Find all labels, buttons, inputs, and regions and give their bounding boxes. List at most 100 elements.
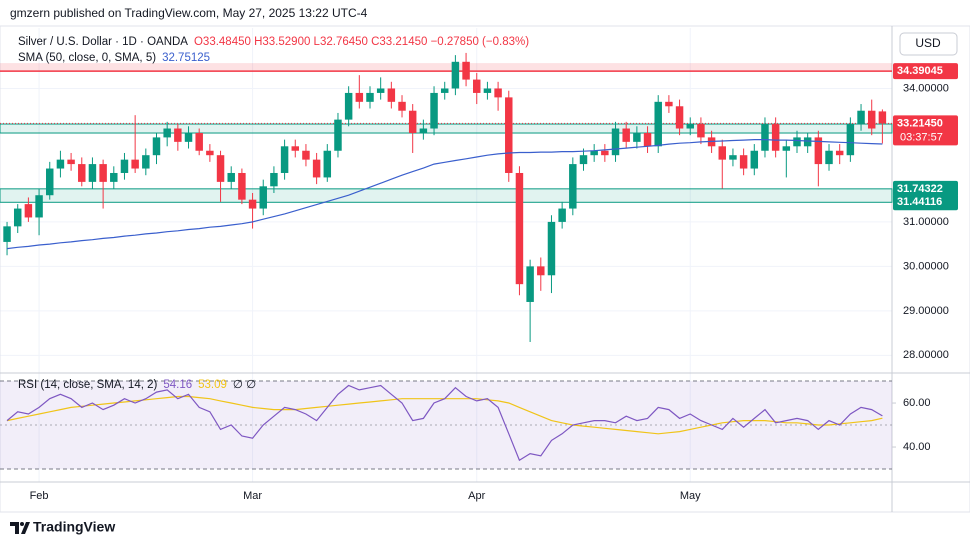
candle-body bbox=[825, 150, 833, 165]
candle-body bbox=[163, 128, 171, 138]
candle-body bbox=[174, 128, 182, 142]
y-tick-label: 31.00000 bbox=[903, 216, 949, 228]
candle-body bbox=[537, 266, 545, 276]
candle-body bbox=[355, 92, 364, 102]
candle-body bbox=[814, 137, 823, 165]
candle-body bbox=[761, 124, 769, 151]
rsi-legend-extra: ∅ ∅ bbox=[233, 379, 256, 391]
candle-body bbox=[483, 88, 492, 93]
support-zone bbox=[0, 123, 893, 134]
candle-body bbox=[569, 164, 577, 209]
y-tick-label: 34.00000 bbox=[903, 82, 949, 94]
candle-body bbox=[46, 168, 54, 196]
legend: Silver / U.S. Dollar · 1D · OANDA O33.484… bbox=[18, 36, 529, 391]
sma-line bbox=[6, 139, 883, 250]
candle-body bbox=[67, 159, 75, 165]
rsi-line bbox=[6, 384, 883, 462]
y-tick-label: 30.00000 bbox=[903, 260, 949, 272]
candle-body bbox=[451, 61, 460, 89]
support-zone bbox=[0, 188, 893, 203]
candle-body bbox=[152, 137, 161, 156]
y-tick-label: 28.00000 bbox=[903, 349, 949, 361]
candle-body bbox=[430, 92, 438, 129]
candle-body bbox=[120, 159, 129, 173]
candle-body bbox=[771, 124, 780, 151]
resistance-zone bbox=[0, 63, 892, 72]
rsi-sma-legend-value: 53.09 bbox=[198, 379, 227, 391]
candle-body bbox=[729, 155, 737, 160]
chart-frame bbox=[0, 25, 970, 513]
candle-body bbox=[675, 106, 684, 129]
candle-body bbox=[440, 88, 449, 93]
candle-body bbox=[846, 124, 855, 156]
candle-body bbox=[184, 132, 193, 142]
candle-body bbox=[206, 150, 214, 156]
candle-body bbox=[259, 186, 267, 209]
candle-body bbox=[227, 172, 235, 182]
candle-body bbox=[665, 101, 673, 107]
resistance-label-bg bbox=[893, 63, 958, 80]
candle-body bbox=[3, 226, 11, 242]
rsi-legend-value: 54.16 bbox=[163, 379, 192, 391]
candle-body bbox=[867, 110, 876, 129]
candle-body bbox=[88, 164, 97, 182]
candle-body bbox=[803, 137, 812, 147]
candle-body bbox=[473, 79, 481, 93]
candle-body bbox=[643, 132, 652, 147]
sma-legend-value: 32.75125 bbox=[162, 52, 210, 64]
candle-body bbox=[750, 150, 759, 169]
candle-body bbox=[99, 164, 107, 182]
last-price-label: 33.21450 bbox=[897, 117, 943, 129]
candle-body bbox=[376, 88, 385, 93]
candle-body bbox=[686, 124, 694, 129]
candle-body bbox=[238, 172, 246, 200]
candle-body bbox=[515, 172, 524, 285]
legend-ohlc: O33.48450 H33.52900 L32.76450 C33.21450 … bbox=[194, 36, 529, 48]
candle-body bbox=[216, 155, 225, 182]
candle-body bbox=[878, 111, 887, 124]
candle-body bbox=[526, 266, 534, 302]
rsi-legend-name: RSI (14, close, SMA, 14, 2) bbox=[18, 379, 158, 391]
zone-bottom-label: 31.44116 bbox=[897, 196, 942, 208]
last-price-label-countdown: 03:37:57 bbox=[900, 131, 943, 143]
currency-label: USD bbox=[915, 36, 941, 50]
candle-body bbox=[387, 88, 396, 102]
candle-body bbox=[334, 119, 342, 151]
candle-body bbox=[793, 137, 801, 147]
candle-body bbox=[579, 155, 588, 165]
candle-body bbox=[131, 159, 139, 169]
candle-body bbox=[323, 150, 332, 178]
candle-body bbox=[24, 204, 33, 218]
candle-body bbox=[622, 128, 630, 142]
candle-body bbox=[366, 92, 374, 102]
candle-body bbox=[782, 146, 791, 151]
tv-logo bbox=[10, 522, 30, 534]
candle-body bbox=[835, 150, 844, 156]
footer-brand: TradingView bbox=[33, 519, 115, 535]
y-tick-label: 29.00000 bbox=[903, 305, 949, 317]
candle-body bbox=[590, 150, 598, 156]
legend-symbol: Silver / U.S. Dollar · 1D · OANDA bbox=[18, 36, 188, 48]
x-tick-label: Feb bbox=[30, 490, 49, 502]
candle-body bbox=[505, 97, 513, 173]
candle-body bbox=[291, 146, 300, 151]
candle-body bbox=[78, 164, 86, 182]
publish-header: gmzern published on TradingView.com, May… bbox=[10, 6, 368, 20]
candle-body bbox=[344, 92, 353, 120]
candle-body bbox=[408, 110, 417, 133]
candle-body bbox=[558, 208, 566, 222]
rsi-tick-label: 60.00 bbox=[903, 397, 931, 409]
candle-body bbox=[419, 128, 428, 133]
currency-button[interactable] bbox=[899, 32, 958, 56]
x-tick-label: Mar bbox=[243, 490, 262, 502]
candle-body bbox=[654, 101, 662, 147]
zone-top-label-bg bbox=[893, 180, 958, 197]
candle-body bbox=[857, 110, 865, 125]
x-tick-label: Apr bbox=[468, 490, 485, 502]
rsi-tick-label: 40.00 bbox=[903, 441, 931, 453]
candle-body bbox=[718, 146, 727, 160]
x-tick-label: May bbox=[680, 490, 701, 502]
candle-body bbox=[35, 195, 43, 218]
candle-body bbox=[312, 159, 321, 178]
candle-body bbox=[611, 128, 620, 156]
